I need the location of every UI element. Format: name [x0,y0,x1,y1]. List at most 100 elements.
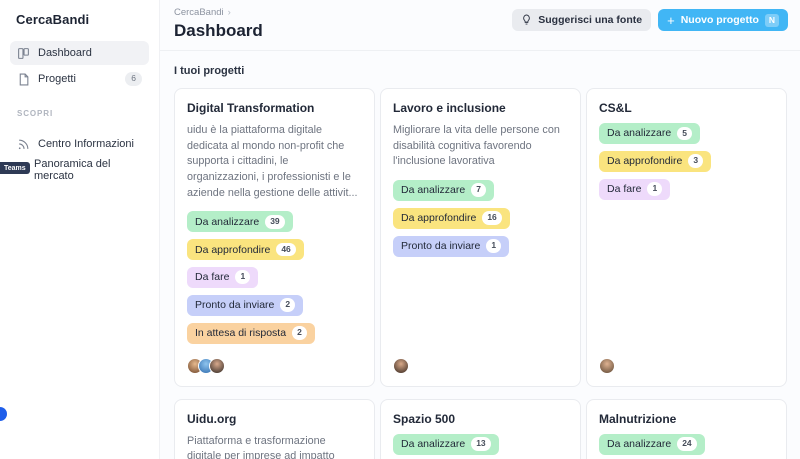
section-title: I tuoi progetti [174,65,245,77]
sidebar-item-progetti[interactable]: Progetti 6 [10,67,149,91]
brand-logo: CercaBandi [16,12,90,27]
project-avatars [187,344,362,374]
status-tag[interactable]: Da approfondire 46 [187,239,304,260]
sidebar: CercaBandi Dashboard Progetti 6 [0,0,160,459]
main-area: CercaBandi › Dashboard Suggerisci una fo… [160,0,800,459]
sidebar-discover-nav: Centro Informazioni Teams Panoramica del… [0,132,149,182]
tag-count: 13 [471,437,491,452]
new-project-label: Nuovo progetto [680,14,759,26]
chat-widget-bubble[interactable] [0,407,7,421]
tag-label: Da fare [607,183,642,196]
suggest-source-label: Suggerisci una fonte [538,14,643,26]
kanban-icon [17,47,30,60]
tag-count: 5 [677,126,692,141]
project-title: Lavoro e inclusione [393,101,506,115]
project-card[interactable]: CS&L Da analizzare 5 Da approfondire 3 Da fa… [586,88,787,387]
chevron-right-icon: › [227,7,231,18]
tag-label: Da analizzare [401,438,466,451]
status-tag[interactable]: Da fare 1 [599,178,671,200]
project-tags: Da analizzare13Da approfondire13Pronto d… [393,433,568,459]
tag-count: 3 [688,154,704,169]
project-card[interactable]: Lavoro e inclusione Migliorare la vita d… [380,88,581,387]
tag-count: 39 [265,214,285,229]
projects-grid: Digital Transformation uidu è la piattaf… [174,88,787,459]
sidebar-item-dashboard[interactable]: Dashboard [10,41,149,65]
keyboard-shortcut-badge: N [764,13,779,27]
project-title: Spazio 500 [393,411,456,426]
project-description: uidu è la piattaforma digitale dedicata … [187,124,358,199]
project-tags: Da analizzare 5 Da approfondire 3 Da fare 1 [599,123,774,200]
tag-label: Da analizzare [195,215,260,228]
project-avatars [599,344,774,374]
avatar[interactable] [393,357,409,374]
status-tag[interactable]: Da analizzare 5 [599,123,700,144]
status-tag[interactable]: In attesa di risposta 2 [187,322,315,344]
tag-label: Da approfondire [195,243,271,256]
tag-count: 1 [235,270,251,285]
tag-label: Da fare [195,271,230,284]
tag-label: Pronto da inviare [401,240,481,253]
status-tag[interactable]: Da analizzare 24 [599,433,705,455]
project-avatars [393,344,568,374]
breadcrumb-root[interactable]: CercaBandi [174,7,224,18]
page-header: CercaBandi › Dashboard Suggerisci una fo… [160,0,800,51]
avatar[interactable] [599,357,615,374]
project-description: Piattaforma e trasformazione digitale pe… [187,434,335,459]
lightbulb-icon [521,13,532,27]
status-tag[interactable]: Da approfondire 3 [599,150,712,172]
tag-count: 2 [280,298,296,313]
avatar[interactable] [209,357,225,374]
tag-count: 2 [292,326,307,341]
teams-badge: Teams [0,162,30,174]
project-tags: Da analizzare 39 Da approfondire 46 Da fare 1… [187,211,362,344]
project-card[interactable]: Uidu.org Piattaforma e trasformazione di… [174,398,375,459]
project-card[interactable]: Digital Transformation uidu è la piattaf… [174,88,375,387]
plus-icon: + [667,12,675,28]
project-title: Digital Transformation [187,101,315,115]
project-title: Malnutrizione [599,411,677,426]
tag-label: Pronto da inviare [195,299,275,312]
status-tag[interactable]: Da analizzare 39 [187,211,293,233]
sidebar-item-label: Progetti [38,73,76,85]
status-tag[interactable]: Da analizzare 7 [393,179,494,201]
sidebar-item-label: Dashboard [38,47,92,59]
project-tags: Da analizzare 7 Da approfondire 16 Pronto da… [393,179,568,257]
status-tag[interactable]: Pronto da inviare 1 [393,235,510,257]
page-title: Dashboard [174,21,263,40]
project-card[interactable]: Malnutrizione Da analizzare24Da approfon… [586,398,787,459]
status-tag[interactable]: Pronto da inviare 2 [187,294,304,316]
sidebar-section-scopri: SCOPRI [17,109,54,118]
project-card[interactable]: Spazio 500 Da analizzare13Da approfondir… [380,398,581,459]
tag-count: 16 [482,211,502,226]
project-title: Uidu.org [187,411,237,426]
new-project-button[interactable]: + Nuovo progetto N [658,9,788,31]
tag-label: Da approfondire [401,212,477,225]
tag-label: Da analizzare [401,184,466,197]
header-actions: Suggerisci una fonte + Nuovo progetto N [512,9,788,31]
status-tag[interactable]: Da approfondire 16 [393,207,510,229]
tag-count: 46 [276,242,296,257]
tag-count: 1 [647,182,663,197]
sidebar-item-panoramica-mercato[interactable]: Teams Panoramica del mercato [0,158,149,182]
tag-count: 7 [471,183,486,198]
breadcrumb[interactable]: CercaBandi › [174,7,786,18]
sidebar-item-centro-informazioni[interactable]: Centro Informazioni [10,132,149,156]
sidebar-nav: Dashboard Progetti 6 [10,41,149,91]
tag-count: 1 [486,239,502,254]
document-icon [17,73,30,86]
project-title: CS&L [599,101,632,115]
status-tag[interactable]: Da fare 1 [187,266,259,288]
rss-icon [17,138,30,151]
projects-section: I tuoi progetti Digital Transformation u… [160,51,800,459]
project-tags: Da analizzare24Da approfondire2 [599,433,774,459]
project-description: Migliorare la vita delle persone con dis… [393,124,560,168]
tag-label: Da approfondire [607,155,683,168]
suggest-source-button[interactable]: Suggerisci una fonte [512,9,652,31]
tag-label: Da analizzare [607,438,672,451]
tag-label: In attesa di risposta [195,327,287,340]
sidebar-item-label: Panoramica del mercato [34,158,111,182]
status-tag[interactable]: Da analizzare 13 [393,433,499,455]
tag-count: 24 [677,437,697,452]
sidebar-item-label: Centro Informazioni [38,138,134,150]
